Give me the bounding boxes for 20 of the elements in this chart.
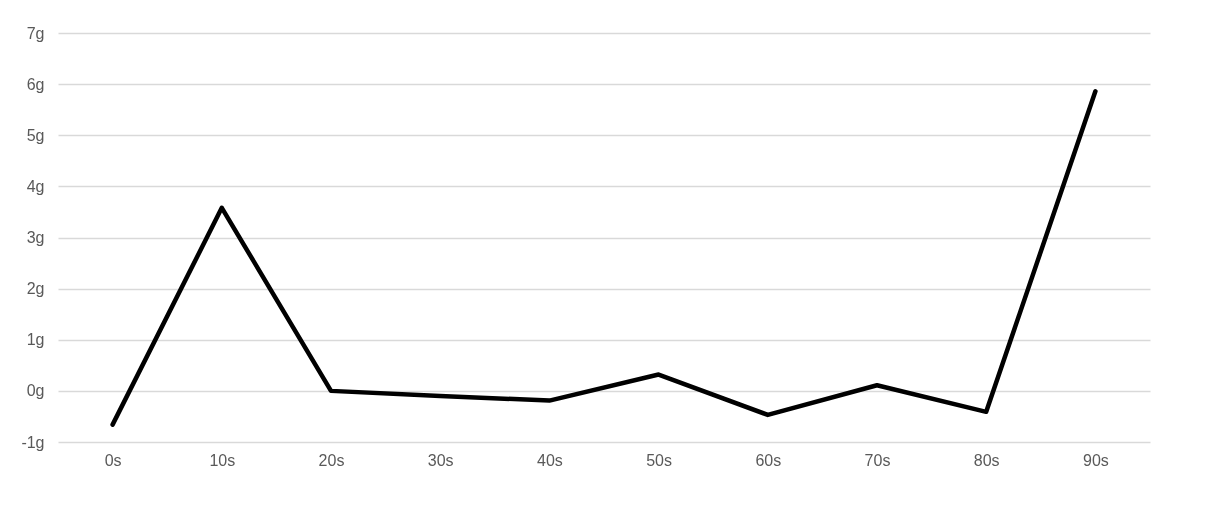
- y-tick-label: 0g: [26, 382, 45, 400]
- x-tick-label: 0s: [104, 451, 122, 469]
- y-tick-label: -1g: [21, 433, 45, 451]
- y-tick-label: 2g: [26, 280, 45, 298]
- line-series: [110, 89, 1098, 427]
- x-tick-label: 40s: [537, 451, 563, 469]
- y-tick-label: 5g: [26, 126, 45, 144]
- x-tick-label: 10s: [209, 451, 236, 469]
- x-tick-label: 70s: [864, 451, 891, 469]
- x-tick-label: 80s: [973, 451, 1000, 469]
- y-tick-label: 6g: [26, 75, 45, 93]
- x-tick-label: 20s: [318, 451, 345, 469]
- x-tick-label: 60s: [755, 451, 782, 469]
- y-tick-label: 7g: [26, 24, 45, 42]
- y-tick-label: 3g: [26, 229, 45, 246]
- x-tick-label: 30s: [427, 451, 454, 469]
- x-tick-label: 50s: [646, 451, 672, 469]
- y-tick-label: 4g: [26, 177, 45, 195]
- x-tick-label: 90s: [1083, 451, 1109, 469]
- y-tick-label: 1g: [26, 331, 45, 349]
